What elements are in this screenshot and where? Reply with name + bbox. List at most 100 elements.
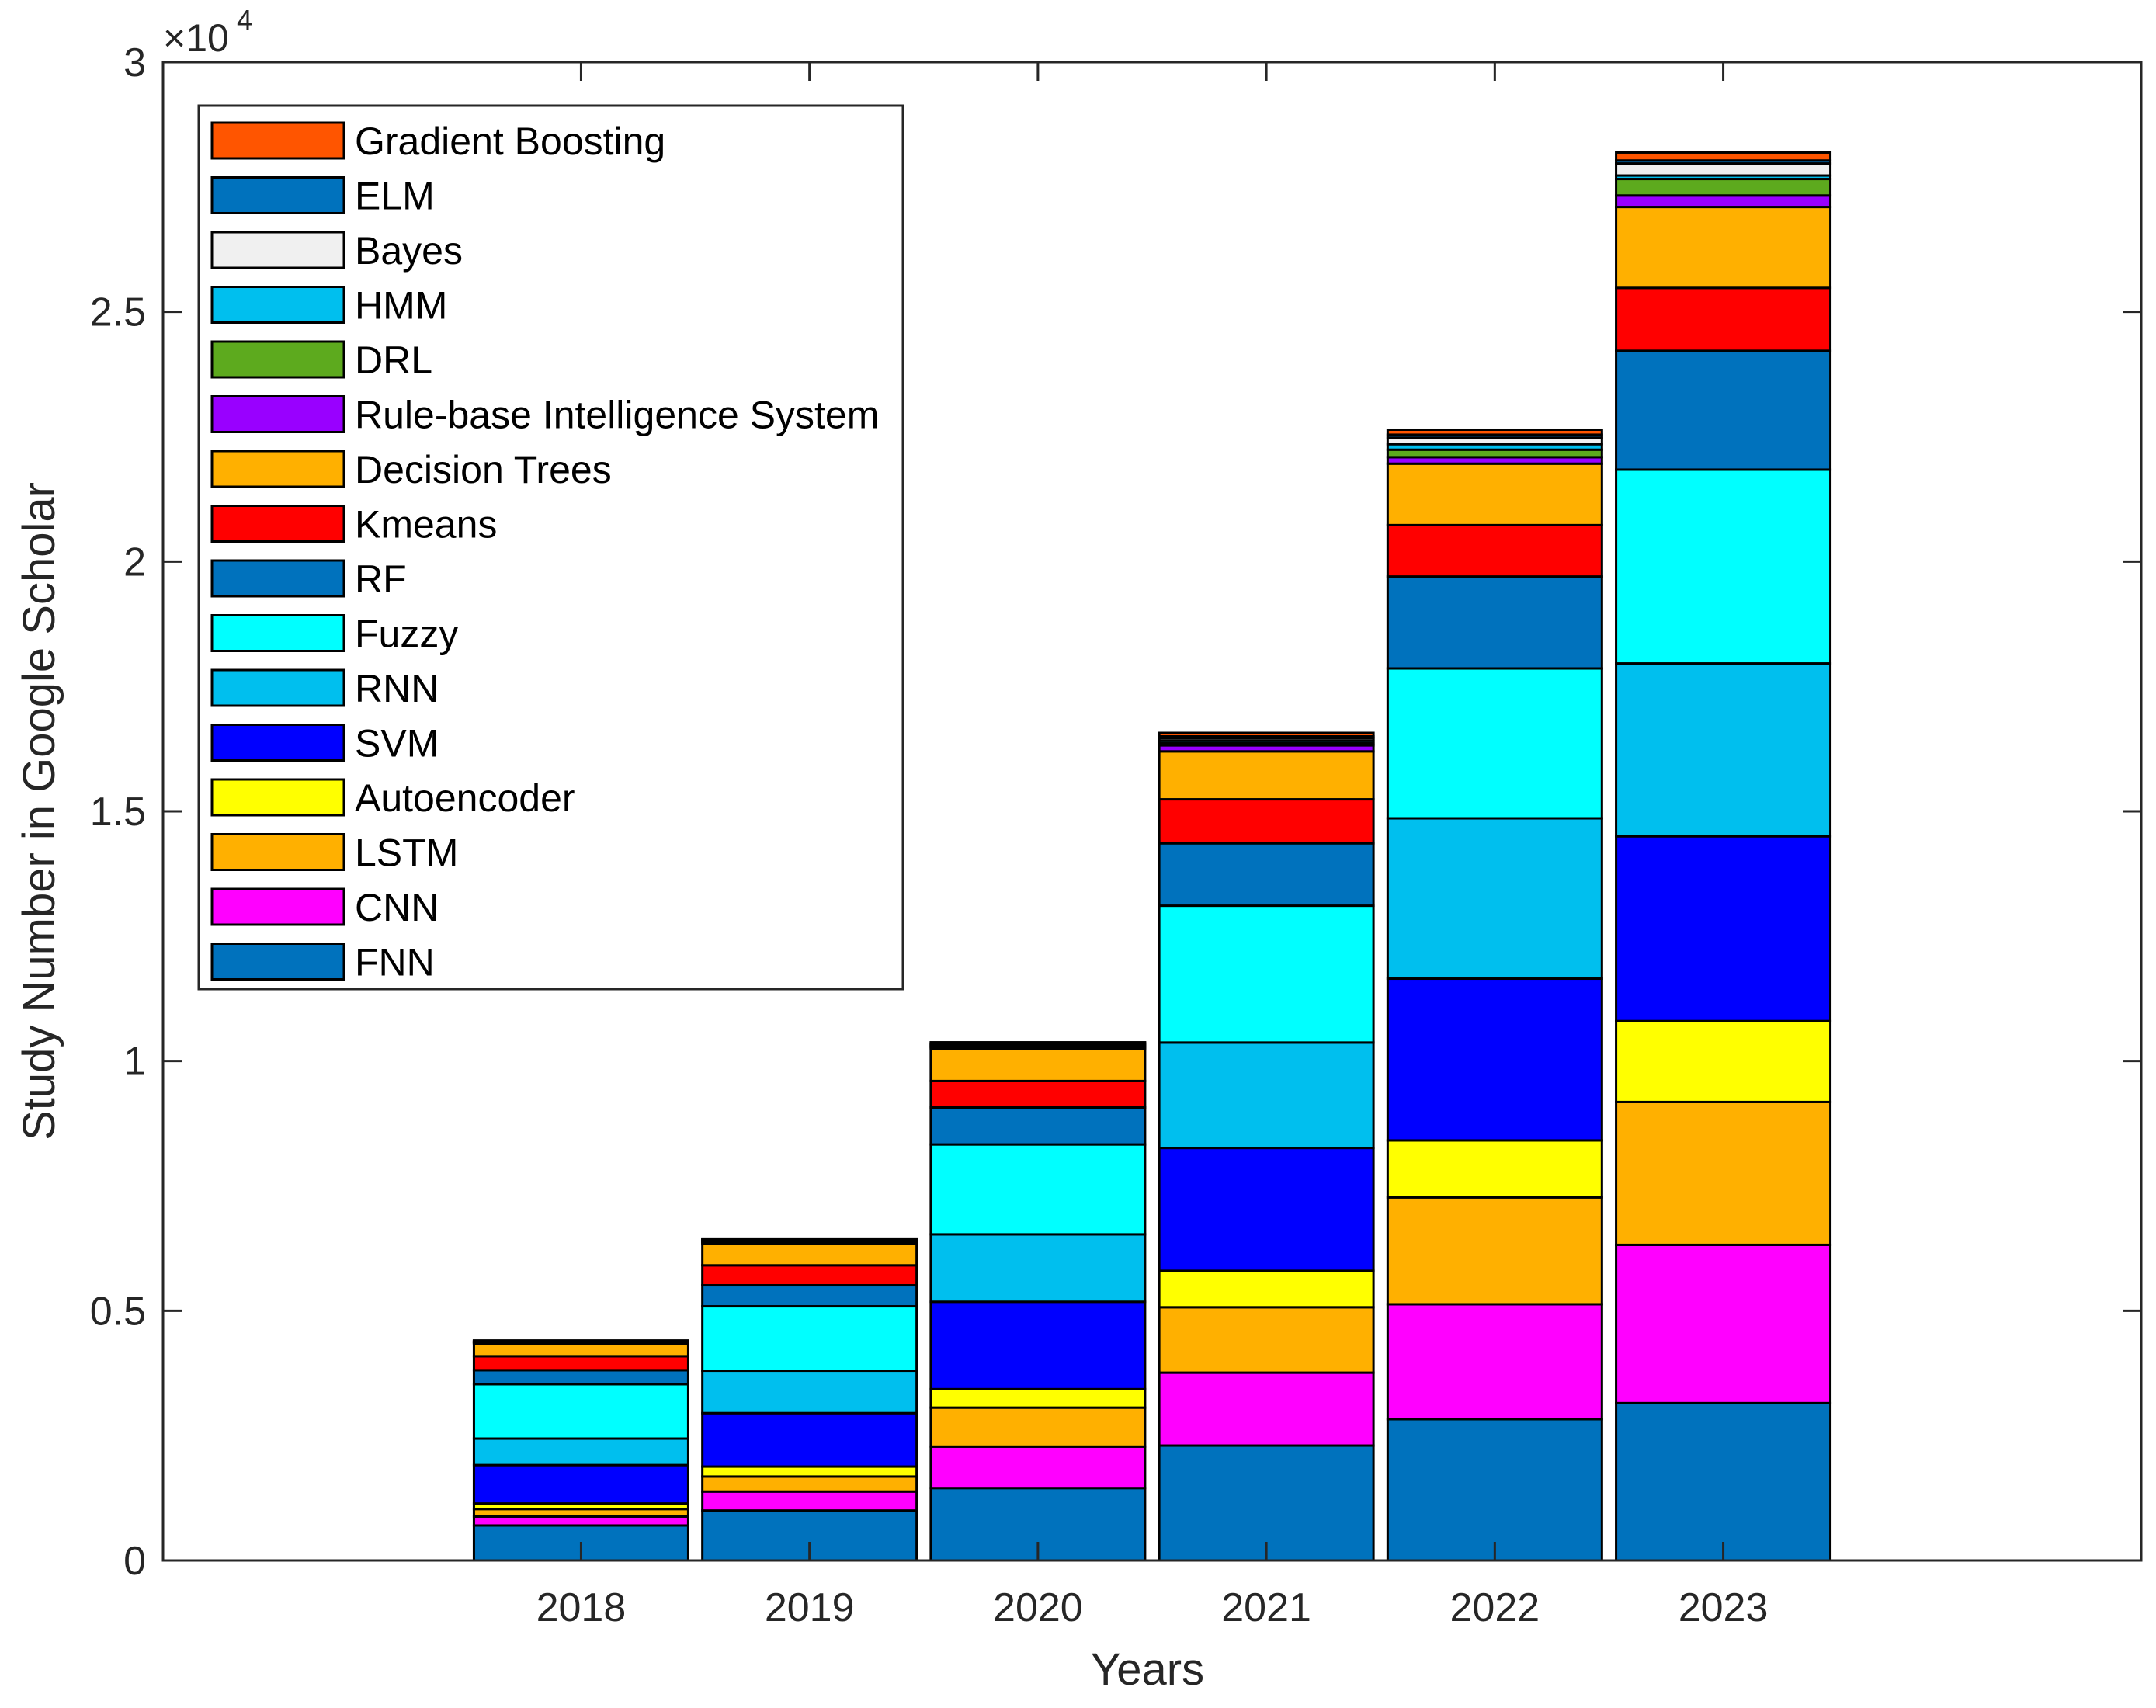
legend-swatch [210,833,345,871]
bar-stack-2019 [701,1237,918,1562]
bar-segment-fnn-2021 [1158,1444,1375,1562]
legend-swatch [210,559,345,598]
bar-segment-gradient-boosting-2021 [1158,731,1375,738]
bar-segment-kmeans-2023 [1615,286,1832,352]
bar-segment-autoencoder-2022 [1386,1139,1603,1199]
bar-segment-decision-trees-2018 [472,1342,689,1358]
legend-item-svm: SVM [210,722,439,765]
bar-segment-drl-2023 [1615,178,1832,197]
bars-layer [472,151,1832,1562]
bar-segment-lstm-2023 [1615,1100,1832,1246]
legend-label: Decision Trees [355,448,612,491]
bar-segment-rf-2022 [1386,575,1603,670]
legend-label: RNN [355,667,439,710]
legend-swatch [210,395,345,433]
legend: Gradient Boosting ELM Bayes HMM DRL Rule-base… [197,104,904,991]
legend-label: RF [355,557,407,601]
bar-segment-rnn-2021 [1158,1041,1375,1150]
bar-segment-fnn-2022 [1386,1418,1603,1562]
legend-item-cnn: CNN [210,886,439,929]
legend-swatch [210,614,345,652]
legend-item-decision-trees: Decision Trees [210,448,612,491]
legend-item-rnn: RNN [210,667,439,710]
bar-segment-rule-base-intelligence-system-2023 [1615,194,1832,209]
legend-swatch [210,505,345,543]
y-tick-label: 2 [123,540,146,585]
bar-segment-svm-2019 [701,1411,918,1468]
bar-segment-svm-2020 [929,1300,1147,1390]
bar-segment-rf-2020 [929,1106,1147,1146]
bar-segment-rf-2021 [1158,842,1375,908]
bar-segment-fuzzy-2023 [1615,468,1832,665]
legend-label: Rule-base Intelligence System [355,394,879,437]
bar-segment-svm-2023 [1615,835,1832,1022]
x-axis-title: Years [1091,1644,1204,1695]
bar-segment-cnn-2019 [701,1490,918,1512]
x-tick-label: 2021 [1221,1585,1311,1630]
bar-segment-lstm-2022 [1386,1196,1603,1306]
bar-segment-rf-2018 [472,1369,689,1386]
y-tick-label: 1.5 [90,790,146,835]
bar-segment-fnn-2023 [1615,1401,1832,1562]
legend-label: CNN [355,886,439,929]
bar-stack-2021 [1158,731,1375,1562]
bar-stack-2023 [1615,151,1832,1562]
y-tick-label: 2.5 [90,290,146,335]
y-tick-label: 3 [123,40,146,85]
legend-item-fnn: FNN [210,941,435,984]
bar-segment-lstm-2021 [1158,1306,1375,1374]
y-tick-label: 0.5 [90,1289,146,1334]
bar-segment-cnn-2022 [1386,1303,1603,1421]
legend-swatch [210,943,345,981]
bar-segment-kmeans-2020 [929,1079,1147,1109]
legend-label: Bayes [355,229,463,273]
y-exponent-power: 4 [237,4,252,36]
x-tick-label: 2018 [536,1585,627,1630]
bar-stack-2020 [929,1041,1147,1562]
y-exponent-label: ×10 4 [163,4,252,60]
legend-swatch [210,121,345,160]
bar-segment-fuzzy-2021 [1158,904,1375,1044]
bar-segment-kmeans-2022 [1386,523,1603,578]
legend-label: FNN [355,941,435,984]
y-exponent-base: ×10 [163,16,229,60]
legend-label: Fuzzy [355,613,458,656]
legend-swatch [210,340,345,379]
bar-segment-lstm-2019 [701,1475,918,1493]
legend-item-gradient-boosting: Gradient Boosting [210,120,665,163]
bar-segment-svm-2021 [1158,1147,1375,1272]
bar-segment-decision-trees-2023 [1615,206,1832,290]
bar-segment-bayes-2023 [1615,162,1832,177]
legend-item-drl: DRL [210,338,432,382]
bar-segment-rnn-2023 [1615,662,1832,838]
legend-item-kmeans: Kmeans [210,503,497,547]
bar-segment-gradient-boosting-2019 [701,1237,918,1241]
bar-segment-rnn-2020 [929,1233,1147,1304]
bar-segment-svm-2018 [472,1463,689,1505]
legend-label: Kmeans [355,503,497,547]
bar-segment-fuzzy-2019 [701,1305,918,1373]
bar-segment-gradient-boosting-2023 [1615,151,1832,162]
bar-segment-autoencoder-2021 [1158,1269,1375,1309]
bar-segment-rf-2019 [701,1284,918,1308]
bar-segment-kmeans-2018 [472,1355,689,1372]
legend-swatch [210,231,345,269]
legend-swatch [210,286,345,324]
legend-item-rf: RF [210,557,407,601]
legend-swatch [210,778,345,817]
legend-item-autoencoder: Autoencoder [210,776,575,820]
bar-segment-kmeans-2019 [701,1264,918,1287]
legend-swatch [210,887,345,926]
bar-stack-2022 [1386,428,1603,1562]
legend-item-elm: ELM [210,175,435,218]
legend-swatch [210,176,345,214]
bar-segment-autoencoder-2020 [929,1387,1147,1409]
bar-segment-autoencoder-2019 [701,1465,918,1478]
bar-segment-decision-trees-2019 [701,1241,918,1267]
bar-segment-decision-trees-2022 [1386,462,1603,526]
bar-segment-rnn-2022 [1386,817,1603,981]
legend-swatch [210,724,345,762]
bar-segment-kmeans-2021 [1158,798,1375,845]
